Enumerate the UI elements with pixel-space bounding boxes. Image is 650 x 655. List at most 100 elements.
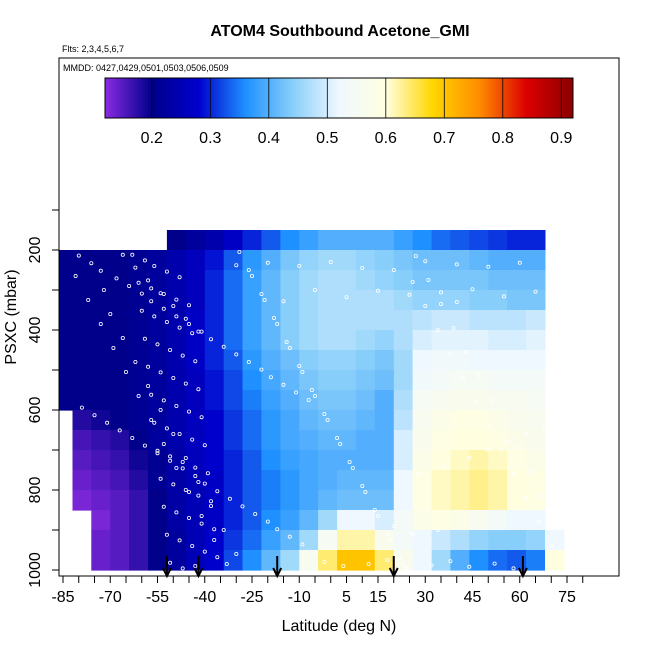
sample-point bbox=[171, 375, 176, 380]
sample-point bbox=[322, 560, 327, 565]
sample-point bbox=[215, 555, 220, 560]
heatmap-cell bbox=[110, 350, 130, 371]
sample-point bbox=[101, 287, 106, 292]
heatmap-cell bbox=[223, 490, 244, 511]
heatmap-cell bbox=[488, 530, 508, 551]
heatmap-cell bbox=[374, 410, 395, 431]
heatmap-cell bbox=[412, 250, 433, 271]
heatmap-cell bbox=[91, 350, 111, 371]
sample-point bbox=[164, 269, 169, 274]
sample-point bbox=[186, 321, 191, 326]
heatmap-cell bbox=[318, 290, 338, 311]
heatmap-cell bbox=[507, 330, 527, 351]
heatmap-cell bbox=[337, 230, 357, 251]
heatmap-cell bbox=[393, 290, 414, 311]
sample-point bbox=[158, 370, 163, 375]
heatmap-cell bbox=[374, 510, 395, 531]
heatmap-cell bbox=[59, 270, 73, 291]
heatmap-cell bbox=[337, 290, 357, 311]
heatmap-cell bbox=[59, 350, 73, 371]
heatmap-cell bbox=[488, 510, 508, 531]
sample-point bbox=[234, 263, 239, 268]
heatmap-cell bbox=[72, 390, 92, 411]
sample-point bbox=[281, 299, 286, 304]
sample-point bbox=[268, 375, 273, 380]
sample-point bbox=[391, 524, 396, 529]
heatmap-cell bbox=[280, 550, 300, 571]
sample-point bbox=[467, 564, 472, 569]
sample-point bbox=[161, 441, 166, 446]
sample-point bbox=[92, 413, 97, 418]
sample-point bbox=[161, 504, 166, 509]
heatmap-cell bbox=[110, 390, 130, 411]
sample-point bbox=[539, 493, 544, 498]
heatmap-cell bbox=[242, 550, 262, 571]
x-axis-label: Latitude (deg N) bbox=[282, 618, 397, 635]
heatmap-cell bbox=[488, 550, 508, 571]
heatmap-cell bbox=[129, 370, 149, 391]
heatmap-cell bbox=[488, 290, 508, 311]
heatmap-cell bbox=[526, 330, 546, 351]
heatmap-cell bbox=[110, 290, 130, 311]
heatmap-cell bbox=[148, 350, 168, 371]
sample-point bbox=[287, 534, 292, 539]
sample-point bbox=[149, 299, 154, 304]
heatmap-cell bbox=[242, 250, 262, 271]
sample-point bbox=[448, 351, 453, 356]
heatmap-cell bbox=[337, 490, 357, 511]
heatmap-cell bbox=[166, 370, 187, 391]
heatmap-cell bbox=[204, 370, 225, 391]
sample-point bbox=[338, 441, 343, 446]
heatmap-cell bbox=[450, 550, 470, 571]
heatmap-cell bbox=[337, 370, 357, 391]
y-axis-label: PSXC (mbar) bbox=[3, 269, 20, 364]
sample-point bbox=[136, 280, 141, 285]
sample-point bbox=[492, 561, 497, 566]
plot-frame bbox=[58, 57, 620, 577]
sample-point bbox=[117, 428, 122, 433]
x-tick-label: -85 bbox=[51, 589, 74, 606]
heatmap-cell bbox=[469, 450, 489, 471]
sample-point bbox=[366, 562, 371, 567]
heatmap-cell bbox=[223, 390, 244, 411]
sample-point bbox=[467, 455, 472, 460]
heatmap-cell bbox=[280, 410, 300, 431]
heatmap-cell bbox=[280, 430, 300, 451]
colorbar-tick-label: 0.7 bbox=[433, 130, 455, 147]
heatmap-cell bbox=[507, 370, 527, 391]
heatmap-cell bbox=[507, 490, 527, 511]
sample-point bbox=[464, 349, 469, 354]
heatmap-cell bbox=[261, 450, 281, 471]
heatmap-cell bbox=[242, 290, 262, 311]
y-tick-label: 1000 bbox=[27, 552, 44, 588]
heatmap-cell bbox=[91, 370, 111, 391]
sample-point bbox=[486, 447, 491, 452]
heatmap-cell bbox=[242, 510, 262, 531]
heatmap-cell bbox=[355, 470, 376, 491]
sample-point bbox=[208, 499, 213, 504]
heatmap-cell bbox=[393, 450, 414, 471]
sample-point bbox=[511, 566, 516, 571]
sample-point bbox=[139, 291, 144, 296]
heatmap-cell bbox=[166, 450, 187, 471]
heatmap-cell bbox=[148, 310, 168, 331]
sample-point bbox=[426, 277, 431, 282]
sample-point bbox=[152, 263, 157, 268]
heatmap-cell bbox=[72, 350, 92, 371]
heatmap-cell bbox=[355, 550, 376, 571]
heatmap-cell bbox=[299, 410, 319, 431]
heatmap-cell bbox=[355, 290, 376, 311]
heatmap-cell bbox=[185, 550, 206, 571]
heatmap-cell bbox=[185, 390, 206, 411]
sample-point bbox=[517, 260, 522, 265]
heatmap-cell bbox=[318, 370, 338, 391]
sample-point bbox=[404, 566, 409, 571]
heatmap-cell bbox=[91, 450, 111, 471]
heatmap-cell bbox=[280, 450, 300, 471]
heatmap-cell bbox=[393, 510, 414, 531]
heatmap-cell bbox=[355, 370, 376, 391]
heatmap-cell bbox=[507, 310, 527, 331]
heatmap-cell bbox=[223, 370, 244, 391]
colorbar-tick-label: 0.9 bbox=[550, 130, 572, 147]
heatmap-cell bbox=[507, 230, 527, 251]
